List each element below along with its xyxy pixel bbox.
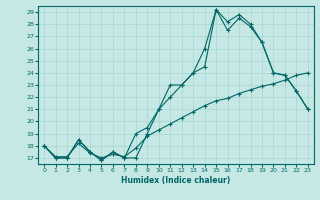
- X-axis label: Humidex (Indice chaleur): Humidex (Indice chaleur): [121, 176, 231, 185]
